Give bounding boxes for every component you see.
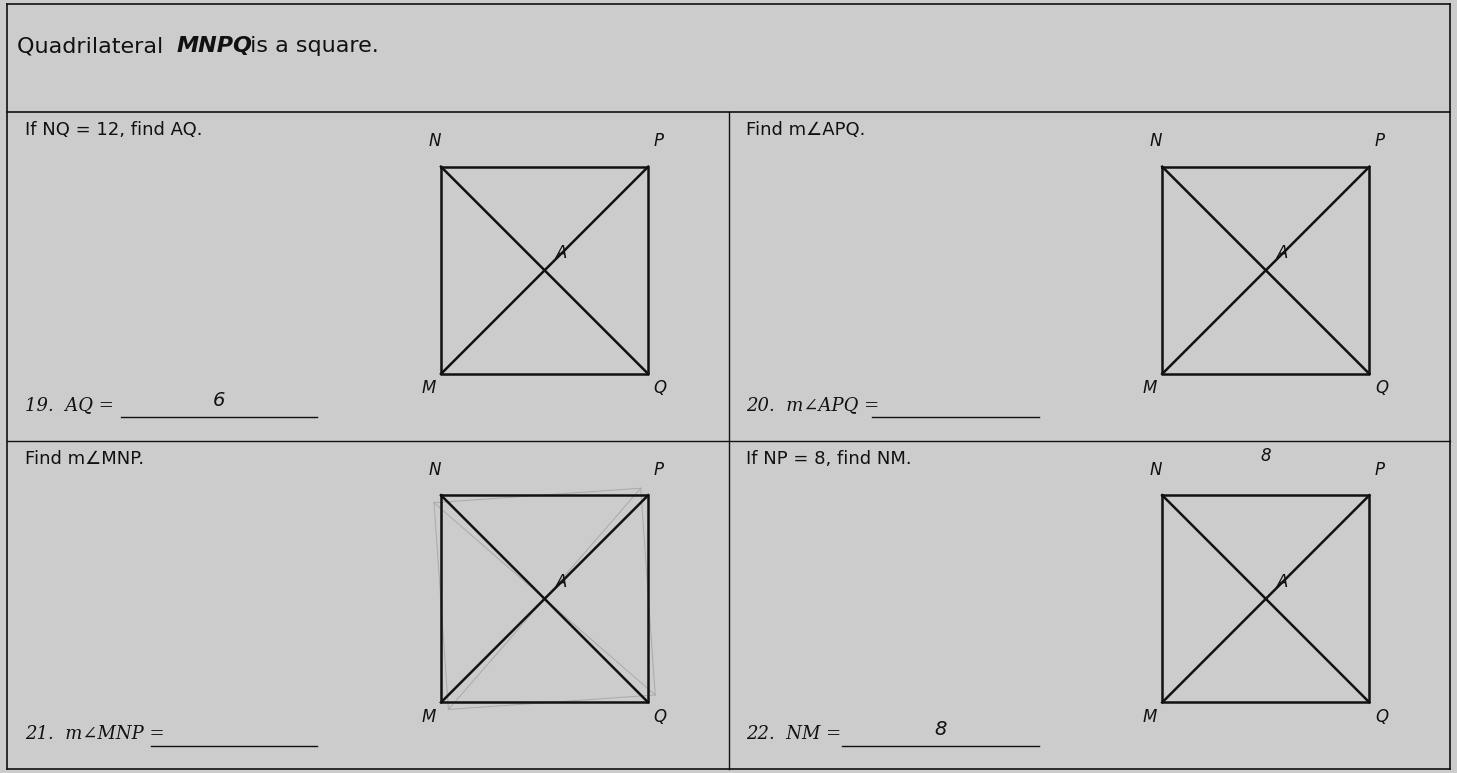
Text: M: M (421, 708, 436, 726)
Text: Q: Q (654, 708, 667, 726)
Text: M: M (421, 380, 436, 397)
Text: Quadrilateral: Quadrilateral (17, 36, 170, 56)
Text: Q: Q (1375, 708, 1389, 726)
Text: M: M (1142, 708, 1157, 726)
Text: P: P (654, 132, 663, 150)
Text: N: N (1150, 132, 1163, 150)
Text: Find m∠APQ.: Find m∠APQ. (746, 121, 865, 139)
Text: Q: Q (654, 380, 667, 397)
Text: MNPQ: MNPQ (176, 36, 252, 56)
Text: Q: Q (1375, 380, 1389, 397)
Text: A: A (1276, 573, 1288, 591)
Text: N: N (428, 461, 441, 478)
Text: P: P (1375, 461, 1384, 478)
Text: A: A (1276, 244, 1288, 262)
Text: P: P (1375, 132, 1384, 150)
Text: N: N (428, 132, 441, 150)
Text: is a square.: is a square. (243, 36, 379, 56)
Text: P: P (654, 461, 663, 478)
Text: Find m∠MNP.: Find m∠MNP. (25, 450, 144, 468)
Text: 22.  NM =: 22. NM = (746, 725, 841, 743)
Text: 21.  m∠MNP =: 21. m∠MNP = (25, 725, 165, 743)
Text: 8: 8 (1260, 448, 1271, 465)
Text: A: A (555, 244, 567, 262)
Text: N: N (1150, 461, 1163, 478)
Text: If NP = 8, find NM.: If NP = 8, find NM. (746, 450, 912, 468)
Text: 8: 8 (934, 720, 947, 739)
Text: 20.  m∠APQ =: 20. m∠APQ = (746, 397, 879, 414)
Text: If NQ = 12, find AQ.: If NQ = 12, find AQ. (25, 121, 203, 139)
Text: 6: 6 (213, 391, 226, 410)
Text: A: A (555, 573, 567, 591)
Text: M: M (1142, 380, 1157, 397)
Text: 19.  AQ =: 19. AQ = (25, 397, 114, 414)
